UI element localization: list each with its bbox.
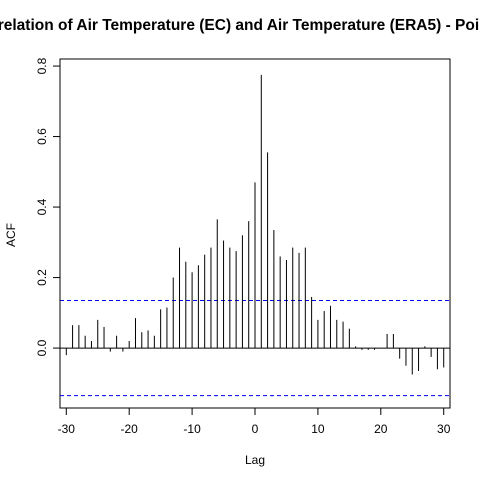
x-tick-label: 30	[437, 422, 451, 436]
x-tick-label: 10	[311, 422, 325, 436]
x-tick-label: -20	[121, 422, 139, 436]
y-axis: 0.0 0.2 0.4 0.6 0.8	[35, 57, 61, 356]
chart-title: orrelation of Air Temperature (EC) and A…	[0, 17, 480, 34]
y-tick-label: 0.8	[35, 57, 49, 74]
x-tick-label: 0	[252, 422, 259, 436]
y-tick-label: 0.0	[35, 339, 49, 356]
y-tick-label: 0.4	[35, 198, 49, 215]
x-tick-label: -30	[58, 422, 76, 436]
y-tick-label: 0.2	[35, 269, 49, 286]
x-axis: -30 -20 -10 0 10 20 30	[58, 407, 451, 436]
x-tick-label: -10	[183, 422, 201, 436]
y-axis-label: ACF	[4, 223, 18, 247]
y-tick-label: 0.6	[35, 128, 49, 145]
x-tick-label: 20	[374, 422, 388, 436]
plot-area	[59, 58, 451, 409]
x-axis-label: Lag	[245, 453, 265, 467]
